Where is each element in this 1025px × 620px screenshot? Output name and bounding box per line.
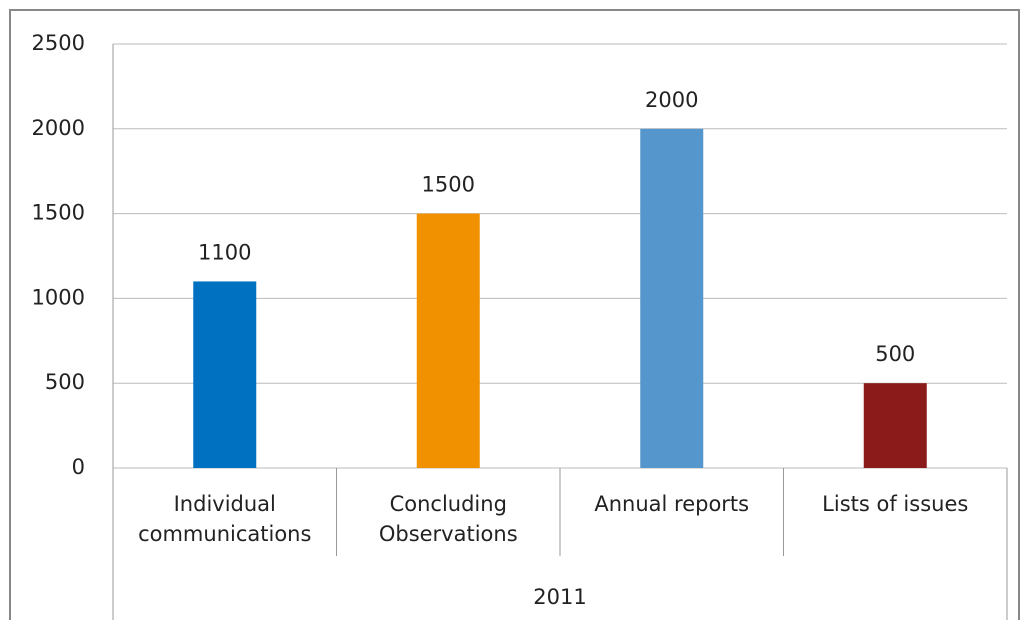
bar xyxy=(640,128,704,469)
y-tick-label: 500 xyxy=(45,370,85,394)
bar xyxy=(416,213,480,468)
y-tick-label: 1000 xyxy=(32,285,85,309)
x-tick-label: Annual reports xyxy=(594,492,750,516)
data-label: 500 xyxy=(875,342,915,366)
data-label: 1100 xyxy=(198,240,251,264)
chart-frame xyxy=(9,9,1020,620)
bar xyxy=(193,281,257,468)
x-tick-label: Concluding Observations xyxy=(378,492,518,546)
data-label: 1500 xyxy=(422,173,475,197)
x-tick-label: Lists of issues xyxy=(822,492,969,516)
bar xyxy=(863,383,927,468)
y-tick-label: 1500 xyxy=(32,201,85,225)
y-tick-label: 0 xyxy=(72,455,85,479)
data-label: 2000 xyxy=(645,88,698,112)
x-tick-label: Individual communications xyxy=(138,492,312,546)
group-label: 2011 xyxy=(533,585,586,609)
y-tick-label: 2000 xyxy=(32,116,85,140)
y-tick-label: 2500 xyxy=(32,31,85,55)
